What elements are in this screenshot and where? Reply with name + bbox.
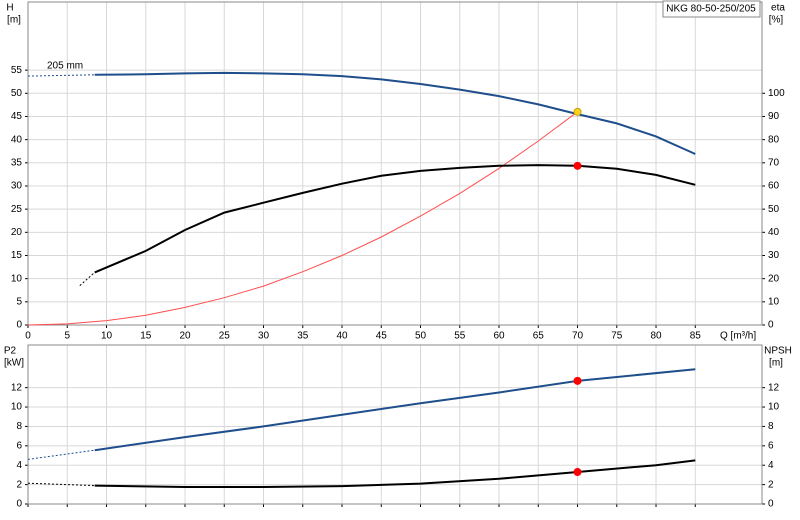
y2-axis-label: eta [771,3,785,14]
x-tick-label: 75 [611,331,623,342]
y2-tick-label: 40 [768,227,780,238]
y-tick-label: 45 [11,111,23,122]
x-axis-label: Q [m³/h] [720,331,756,342]
curve [27,74,95,77]
y2-tick-label: 10 [768,296,780,307]
curve [27,482,95,487]
y-tick-label: 5 [16,296,22,307]
x-tick-label: 85 [690,331,702,342]
y-tick-label: 50 [11,88,23,99]
y2-tick-label: 2 [768,479,774,490]
y2-tick-label: 30 [768,250,780,261]
x-tick-label: 15 [140,331,152,342]
curve [27,449,95,460]
x-tick-label: 30 [258,331,270,342]
y2-tick-label: 20 [768,273,780,284]
chart-title: NKG 80-50-250/205 [666,4,756,15]
y-axis-unit: [kW] [4,358,24,369]
title-box [662,0,761,18]
curve [94,164,696,274]
y-tick-label: 40 [11,134,23,145]
x-tick-label: 70 [572,331,584,342]
x-tick-label: 80 [650,331,662,342]
plot-frame [27,344,763,505]
y2-tick-label: 90 [768,111,780,122]
y-tick-label: 2 [16,479,22,490]
y-axis-label: P2 [4,346,17,357]
x-tick-label: 55 [454,331,466,342]
y2-tick-label: 100 [768,88,785,99]
y-tick-label: 35 [11,157,23,168]
y2-tick-label: 8 [768,421,774,432]
y-tick-label: 15 [11,250,23,261]
y2-tick-label: 60 [768,181,780,192]
y-tick-label: 25 [11,204,23,215]
x-tick-label: 60 [493,331,505,342]
curve-annotation: 205 mm [47,61,83,72]
y-tick-label: 12 [11,382,23,393]
duty-point [573,161,582,170]
x-tick-label: 35 [297,331,309,342]
duty-point [573,376,582,385]
x-tick-label: 50 [415,331,427,342]
x-tick-label: 65 [533,331,545,342]
y2-tick-label: 0 [768,499,774,510]
x-tick-label: 25 [219,331,231,342]
duty-point [573,107,582,116]
y2-tick-label: 12 [768,382,780,393]
curve [94,459,696,488]
y-tick-label: 0 [16,320,22,331]
y-tick-label: 10 [11,273,23,284]
y-axis-unit: [m] [7,15,21,26]
y2-tick-label: 4 [768,460,774,471]
plot-frame [27,1,763,326]
y2-axis-label: NPSH [764,346,792,357]
x-tick-label: 5 [64,331,70,342]
y-tick-label: 20 [11,227,23,238]
x-tick-label: 45 [376,331,388,342]
y-tick-label: 4 [16,460,22,471]
y2-tick-label: 80 [768,134,780,145]
y-tick-label: 10 [11,402,23,413]
y2-axis-unit: [m] [769,358,783,369]
y-tick-label: 6 [16,440,22,451]
curve [79,272,96,286]
y2-tick-label: 70 [768,157,780,168]
y2-tick-label: 50 [768,204,780,215]
curve [94,368,696,452]
y2-tick-label: 10 [768,402,780,413]
y-tick-label: 55 [11,65,23,76]
y2-axis-unit: [%] [769,15,784,26]
duty-point [573,468,582,477]
x-tick-label: 10 [101,331,113,342]
y-tick-label: 30 [11,181,23,192]
y-axis-label: H [6,3,13,14]
curve [94,71,696,155]
y2-tick-label: 0 [768,320,774,331]
curve [27,111,578,326]
x-tick-label: 40 [336,331,348,342]
y-tick-label: 8 [16,421,22,432]
y2-tick-label: 6 [768,440,774,451]
y-tick-label: 0 [16,499,22,510]
x-tick-label: 20 [179,331,191,342]
x-tick-label: 0 [25,331,31,342]
